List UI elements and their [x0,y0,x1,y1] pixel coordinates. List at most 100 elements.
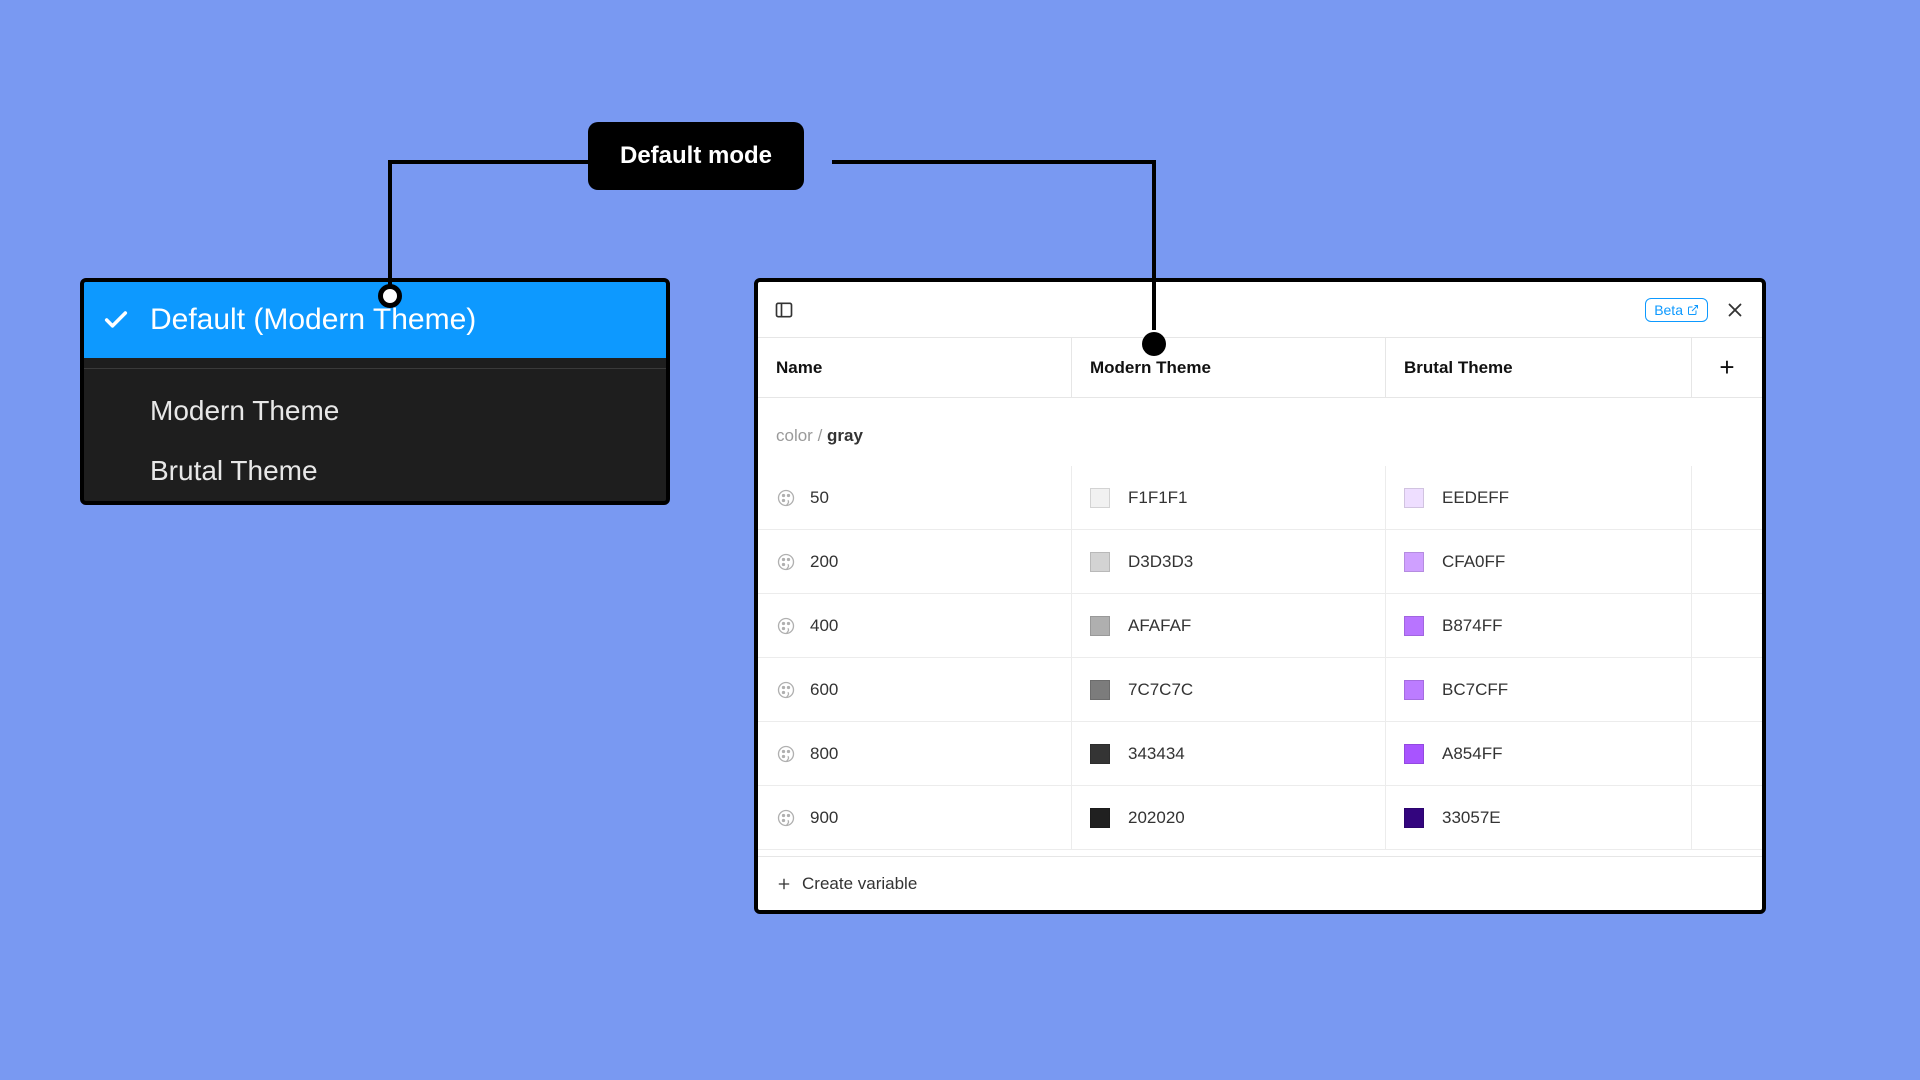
connector-line [388,160,588,164]
hex-value: 343434 [1128,744,1185,764]
variable-value-brutal[interactable]: EEDEFF [1386,466,1692,529]
beta-label: Beta [1654,302,1683,318]
variable-row[interactable]: 50 F1F1F1 EEDEFF [758,466,1762,530]
dropdown-item-brutal[interactable]: Brutal Theme [84,441,666,501]
plus-icon [776,876,792,892]
hex-value: BC7CFF [1442,680,1508,700]
hex-value: AFAFAF [1128,616,1191,636]
variable-name: 800 [810,744,838,764]
dropdown-item-default[interactable]: Default (Modern Theme) [84,282,666,358]
sidebar-toggle-icon[interactable] [774,300,794,320]
variable-value-brutal[interactable]: CFA0FF [1386,530,1692,593]
variable-name: 600 [810,680,838,700]
row-pad [1692,594,1762,657]
palette-icon [776,488,796,508]
hex-value: CFA0FF [1442,552,1505,572]
color-swatch [1090,616,1110,636]
variable-name-cell[interactable]: 200 [758,530,1072,593]
hex-value: 7C7C7C [1128,680,1193,700]
row-pad [1692,530,1762,593]
connector-line [1152,160,1156,330]
variable-value-modern[interactable]: 202020 [1072,786,1386,849]
hex-value: B874FF [1442,616,1502,636]
dropdown-item-label: Brutal Theme [150,455,318,487]
row-pad [1692,722,1762,785]
connector-line [832,160,1156,164]
color-swatch [1404,552,1424,572]
color-swatch [1090,680,1110,700]
variable-name: 200 [810,552,838,572]
variable-rows: 50 F1F1F1 EEDEFF 200 D3D3D3 CFA0FF 400 AFAFAF B8… [758,466,1762,856]
variable-name-cell[interactable]: 600 [758,658,1072,721]
mode-dropdown[interactable]: Default (Modern Theme) Modern Theme Brut… [80,278,670,505]
variable-row[interactable]: 200 D3D3D3 CFA0FF [758,530,1762,594]
variable-name-cell[interactable]: 50 [758,466,1072,529]
variable-value-modern[interactable]: 343434 [1072,722,1386,785]
dropdown-item-modern[interactable]: Modern Theme [84,381,666,441]
variable-row[interactable]: 400 AFAFAF B874FF [758,594,1762,658]
color-swatch [1404,680,1424,700]
variable-name: 400 [810,616,838,636]
variable-name-cell[interactable]: 900 [758,786,1072,849]
color-swatch [1090,552,1110,572]
palette-icon [776,808,796,828]
close-icon[interactable] [1724,299,1746,321]
color-swatch [1404,808,1424,828]
check-icon [102,306,150,334]
variable-value-modern[interactable]: D3D3D3 [1072,530,1386,593]
variable-value-brutal[interactable]: 33057E [1386,786,1692,849]
row-pad [1692,658,1762,721]
external-link-icon [1687,304,1699,316]
panel-toolbar: Beta [758,282,1762,338]
variable-value-modern[interactable]: AFAFAF [1072,594,1386,657]
color-swatch [1404,744,1424,764]
variable-group-label: color / gray [758,398,1762,466]
group-name: gray [827,426,863,445]
panel-column-header: Name Modern Theme Brutal Theme + [758,338,1762,398]
connector-line [388,160,392,292]
palette-icon [776,744,796,764]
variable-row[interactable]: 600 7C7C7C BC7CFF [758,658,1762,722]
add-mode-button[interactable]: + [1692,338,1762,397]
color-swatch [1404,488,1424,508]
hex-value: 33057E [1442,808,1501,828]
variable-row[interactable]: 900 202020 33057E [758,786,1762,850]
variable-value-brutal[interactable]: A854FF [1386,722,1692,785]
hex-value: 202020 [1128,808,1185,828]
create-variable-label: Create variable [802,874,917,894]
variables-panel: Beta Name Modern Theme Brutal Theme + co… [754,278,1766,914]
dropdown-item-label: Default (Modern Theme) [150,303,476,337]
variable-value-brutal[interactable]: B874FF [1386,594,1692,657]
connector-endpoint [1142,332,1166,356]
variable-value-modern[interactable]: F1F1F1 [1072,466,1386,529]
dropdown-separator [84,368,666,369]
row-pad [1692,786,1762,849]
hex-value: D3D3D3 [1128,552,1193,572]
create-variable-button[interactable]: Create variable [758,856,1762,910]
variable-value-modern[interactable]: 7C7C7C [1072,658,1386,721]
color-swatch [1090,488,1110,508]
column-header-modern[interactable]: Modern Theme [1072,338,1386,397]
palette-icon [776,616,796,636]
variable-name: 50 [810,488,829,508]
color-swatch [1090,744,1110,764]
row-pad [1692,466,1762,529]
connector-endpoint [378,284,402,308]
palette-icon [776,552,796,572]
variable-name: 900 [810,808,838,828]
hex-value: EEDEFF [1442,488,1509,508]
palette-icon [776,680,796,700]
variable-row[interactable]: 800 343434 A854FF [758,722,1762,786]
column-header-brutal[interactable]: Brutal Theme [1386,338,1692,397]
variable-value-brutal[interactable]: BC7CFF [1386,658,1692,721]
color-swatch [1404,616,1424,636]
group-prefix: color / [776,426,827,445]
hex-value: A854FF [1442,744,1502,764]
variable-name-cell[interactable]: 800 [758,722,1072,785]
column-header-name: Name [758,338,1072,397]
color-swatch [1090,808,1110,828]
variable-name-cell[interactable]: 400 [758,594,1072,657]
dropdown-item-label: Modern Theme [150,395,339,427]
hex-value: F1F1F1 [1128,488,1188,508]
beta-badge[interactable]: Beta [1645,298,1708,322]
